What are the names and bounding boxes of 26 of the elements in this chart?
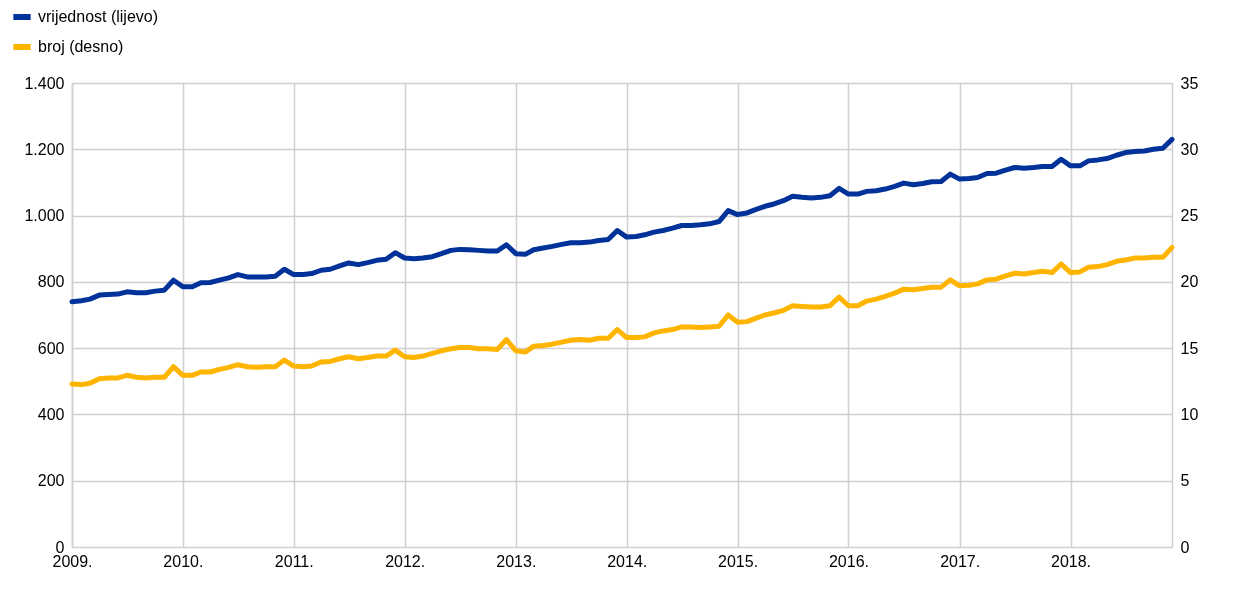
x-tick-label: 2017. bbox=[940, 552, 981, 570]
legend-label: vrijednost (lijevo) bbox=[38, 8, 159, 25]
y2-tick-label: 15 bbox=[1180, 339, 1199, 357]
x-tick-label: 2018. bbox=[1051, 552, 1092, 570]
x-tick-label: 2012. bbox=[385, 552, 426, 570]
y-tick-label: 800 bbox=[37, 273, 65, 291]
y-tick-label: 1.400 bbox=[24, 74, 65, 92]
y-tick-label: 1.200 bbox=[24, 140, 65, 158]
x-tick-label: 2015. bbox=[718, 552, 759, 570]
y2-tick-label: 25 bbox=[1180, 207, 1199, 225]
x-tick-label: 2011. bbox=[274, 552, 314, 570]
x-tick-label: 2010. bbox=[163, 552, 204, 570]
legend-label: broj (desno) bbox=[38, 38, 124, 55]
y2-tick-label: 0 bbox=[1180, 538, 1190, 556]
x-tick-label: 2014. bbox=[607, 552, 648, 570]
y-tick-label: 600 bbox=[37, 339, 65, 357]
y2-tick-label: 35 bbox=[1180, 74, 1199, 92]
x-tick-label: 2013. bbox=[496, 552, 537, 570]
y-tick-label: 200 bbox=[37, 472, 65, 490]
y-tick-label: 400 bbox=[37, 405, 65, 423]
y2-tick-label: 10 bbox=[1180, 405, 1199, 423]
y2-tick-label: 20 bbox=[1180, 273, 1199, 291]
y2-tick-label: 30 bbox=[1180, 140, 1199, 158]
y2-tick-label: 5 bbox=[1180, 472, 1190, 490]
x-tick-label: 2016. bbox=[828, 552, 869, 570]
y-tick-label: 1.000 bbox=[24, 207, 65, 225]
